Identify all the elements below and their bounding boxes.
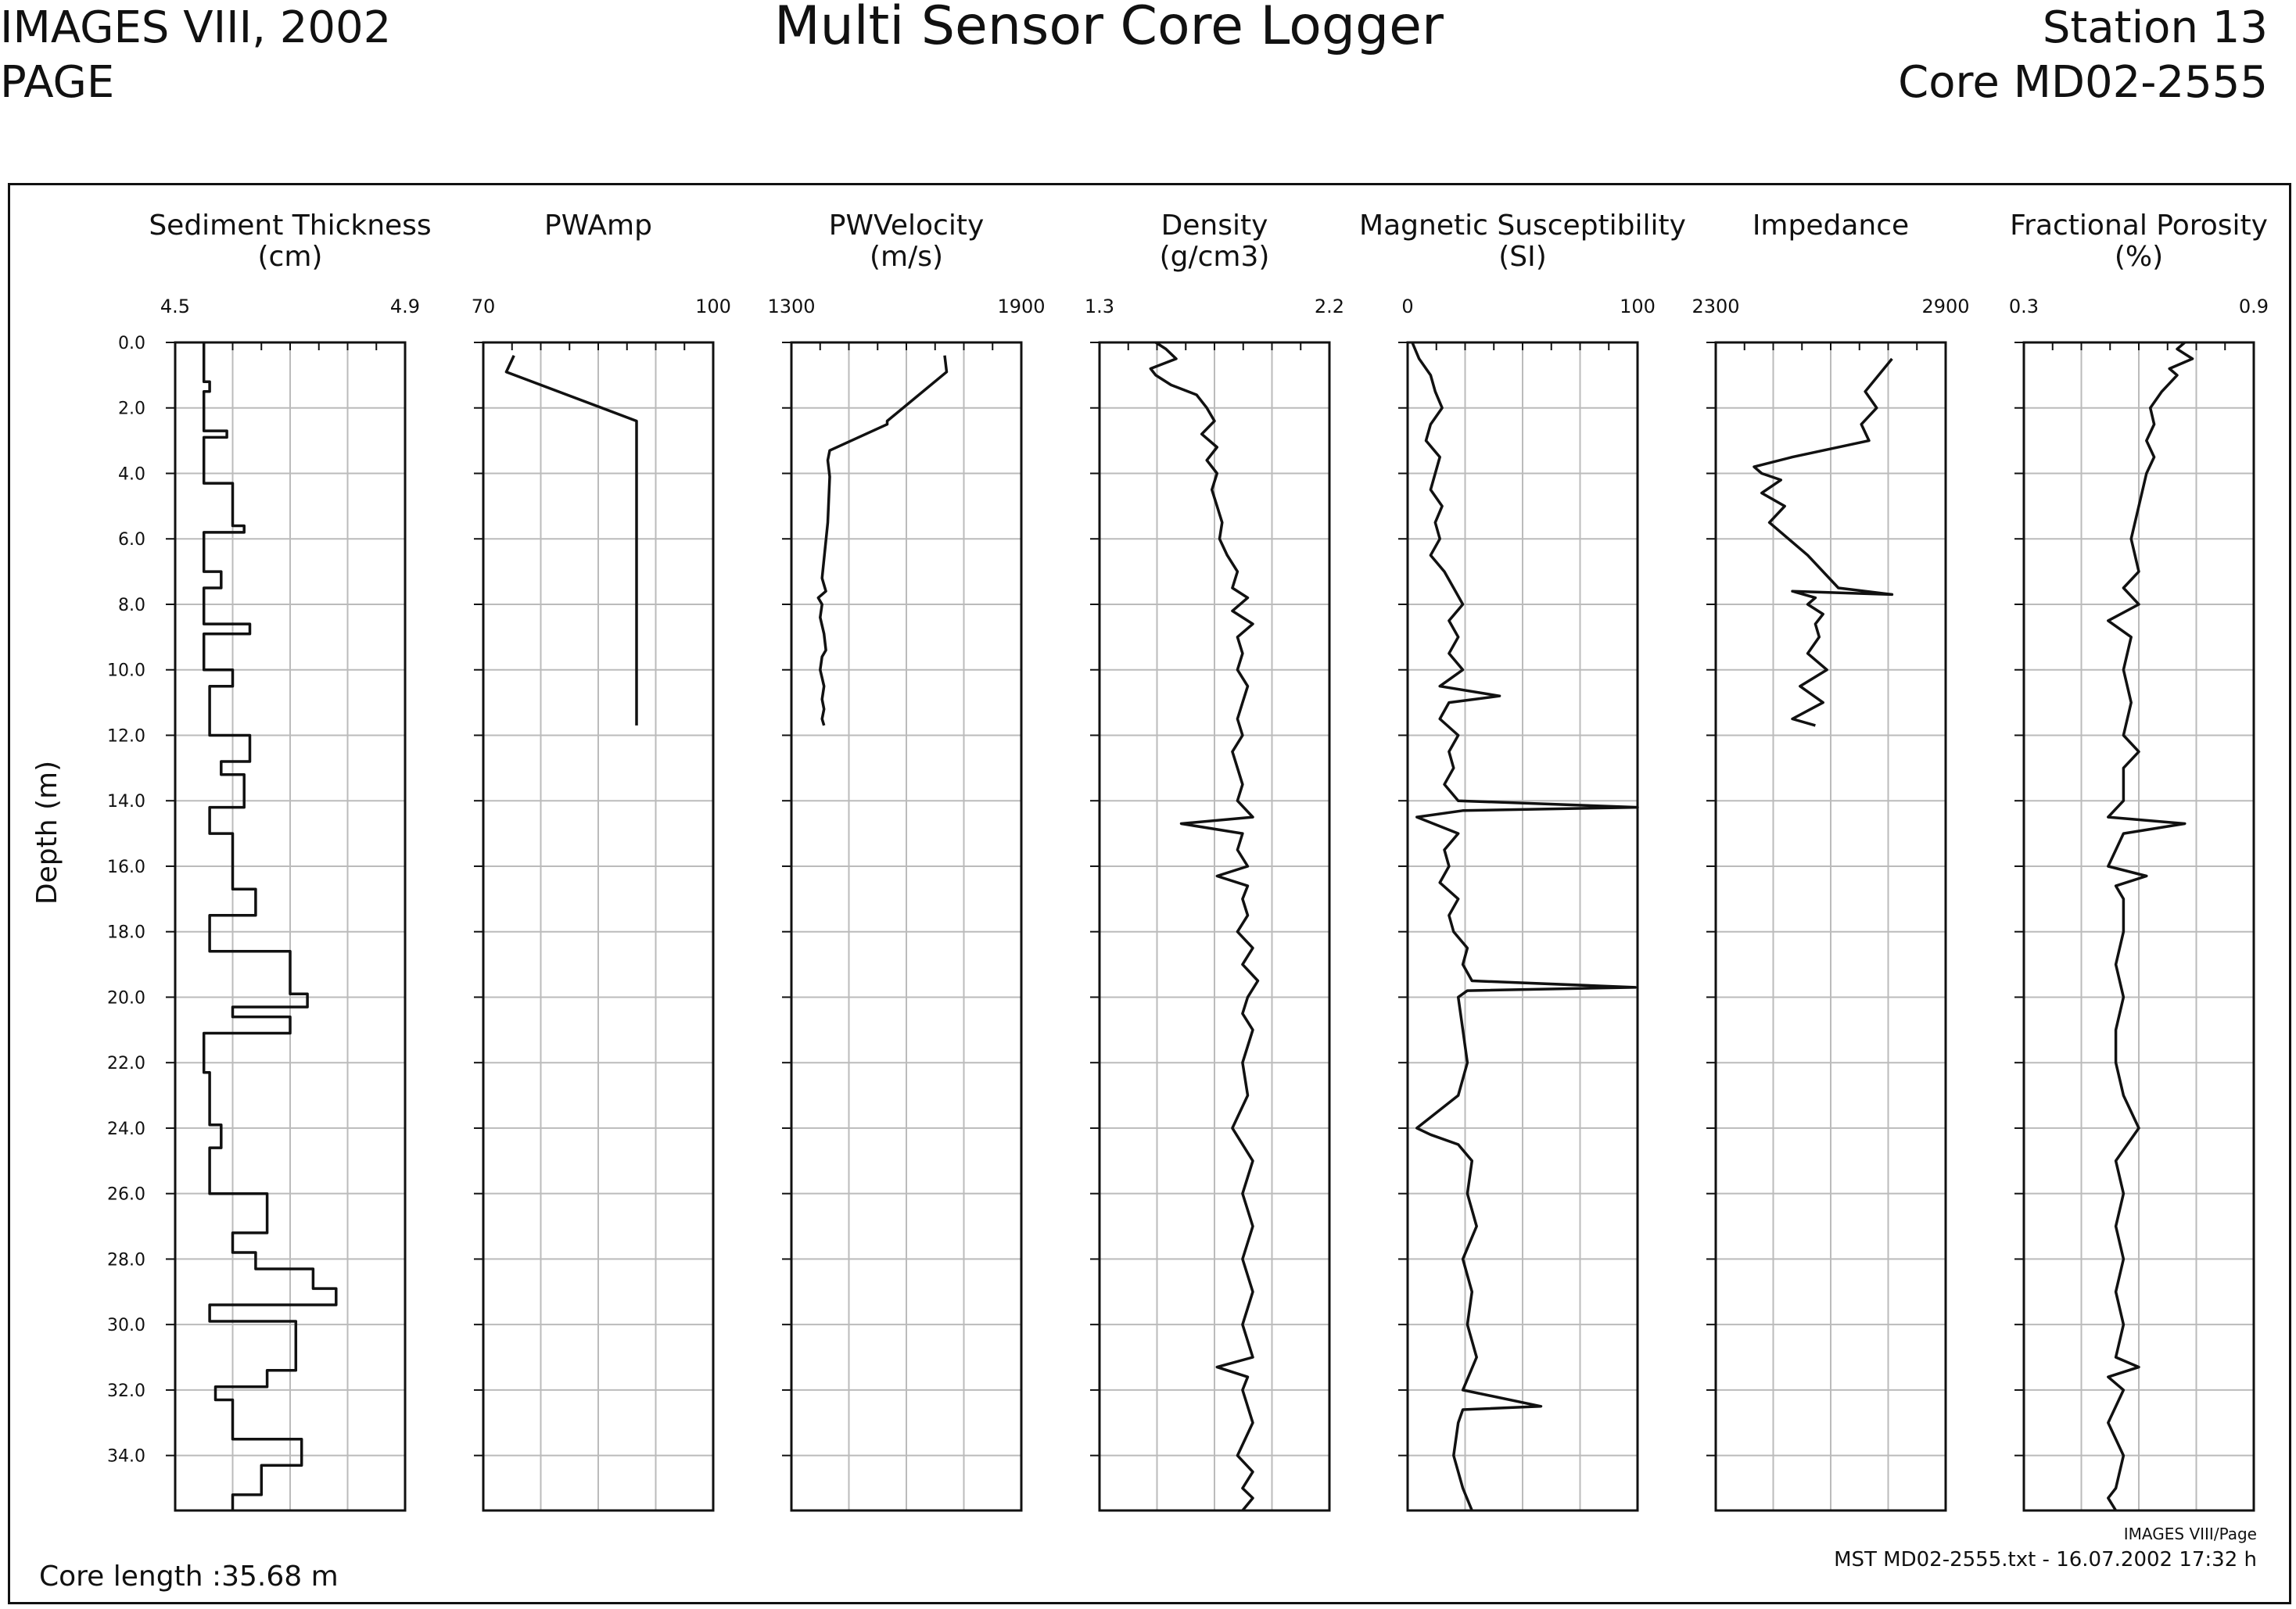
y-tick-label: 16.0 — [107, 858, 145, 877]
track-1-panel-border — [174, 341, 407, 1512]
expedition-label: IMAGES VIII, 2002 — [0, 2, 392, 53]
y-tick-label: 4.0 — [118, 464, 145, 484]
track-1-max-label: 4.9 — [390, 296, 420, 317]
track-1-min-label: 4.5 — [160, 296, 190, 317]
y-tick-label: 2.0 — [118, 400, 145, 419]
track-7-unit: (%) — [2115, 241, 2163, 273]
track-5-max-label: 100 — [1620, 296, 1656, 317]
y-tick-label: 6.0 — [118, 530, 145, 550]
track-7-series-line — [2107, 341, 2194, 1511]
y-tick-label: 10.0 — [107, 661, 145, 681]
track-3-title: PWVelocity — [829, 210, 985, 242]
track-4-title: Density — [1161, 210, 1268, 242]
track-5-series-line — [1411, 342, 1639, 1511]
track-5-title: Magnetic Susceptibility — [1359, 210, 1686, 242]
track-5-unit: (SI) — [1498, 241, 1547, 273]
track-6-series-line — [1752, 357, 1894, 727]
chart-title: Multi Sensor Core Logger — [774, 0, 1444, 57]
track-3-max-label: 1900 — [997, 296, 1045, 317]
core-label: Core MD02-2555 — [1898, 57, 2268, 108]
track-3-series-line — [816, 355, 949, 726]
track-4-series-line — [1149, 341, 1260, 1512]
track-3-min-label: 1300 — [767, 296, 815, 317]
y-tick-label: 12.0 — [107, 726, 145, 746]
track-7-min-label: 0.3 — [2009, 296, 2039, 317]
y-tick-label: 0.0 — [118, 334, 145, 353]
y-tick-label: 20.0 — [107, 988, 145, 1008]
track-6-panel-border — [1714, 341, 1947, 1512]
track-2-series-line — [504, 354, 638, 726]
y-tick-label: 24.0 — [107, 1120, 145, 1139]
track-6-min-label: 2300 — [1692, 296, 1739, 317]
track-5-min-label: 0 — [1401, 296, 1413, 317]
station-label: Station 13 — [2042, 2, 2268, 53]
y-tick-label: 32.0 — [107, 1381, 145, 1401]
track-3-unit: (m/s) — [870, 241, 943, 273]
track-7-panel-border — [2022, 341, 2255, 1512]
track-1-series-line — [202, 342, 338, 1510]
file-label: MST MD02-2555.txt - 16.07.2002 17:32 h — [1834, 1548, 2257, 1571]
chart-frame — [8, 183, 2291, 1604]
y-tick-label: 34.0 — [107, 1447, 145, 1467]
track-4-panel-border — [1098, 341, 1331, 1512]
y-tick-label: 30.0 — [107, 1316, 145, 1335]
source-label: IMAGES VIII/Page — [2123, 1525, 2257, 1543]
track-2-min-label: 70 — [472, 296, 496, 317]
track-4-unit: (g/cm3) — [1160, 241, 1270, 273]
track-5-panel-border — [1406, 341, 1639, 1512]
page-label: PAGE — [0, 57, 115, 108]
core-length-label: Core length :35.68 m — [39, 1561, 339, 1593]
y-tick-label: 26.0 — [107, 1185, 145, 1205]
y-axis-label: Depth (m) — [31, 761, 63, 905]
track-6-max-label: 2900 — [1921, 296, 1969, 317]
track-6-title: Impedance — [1752, 210, 1909, 242]
y-tick-label: 28.0 — [107, 1250, 145, 1270]
track-1-title: Sediment Thickness — [149, 210, 431, 242]
y-tick-label: 18.0 — [107, 923, 145, 943]
track-7-title: Fractional Porosity — [2010, 210, 2268, 242]
track-4-min-label: 1.3 — [1085, 296, 1114, 317]
track-1-unit: (cm) — [258, 241, 323, 273]
track-7-max-label: 0.9 — [2239, 296, 2269, 317]
track-2-panel-border — [482, 341, 715, 1512]
track-2-max-label: 100 — [695, 296, 731, 317]
y-tick-label: 8.0 — [118, 596, 145, 615]
track-4-max-label: 2.2 — [1315, 296, 1344, 317]
y-tick-label: 14.0 — [107, 792, 145, 812]
y-tick-label: 22.0 — [107, 1054, 145, 1073]
track-2-title: PWAmp — [544, 210, 652, 242]
track-3-panel-border — [790, 341, 1023, 1512]
